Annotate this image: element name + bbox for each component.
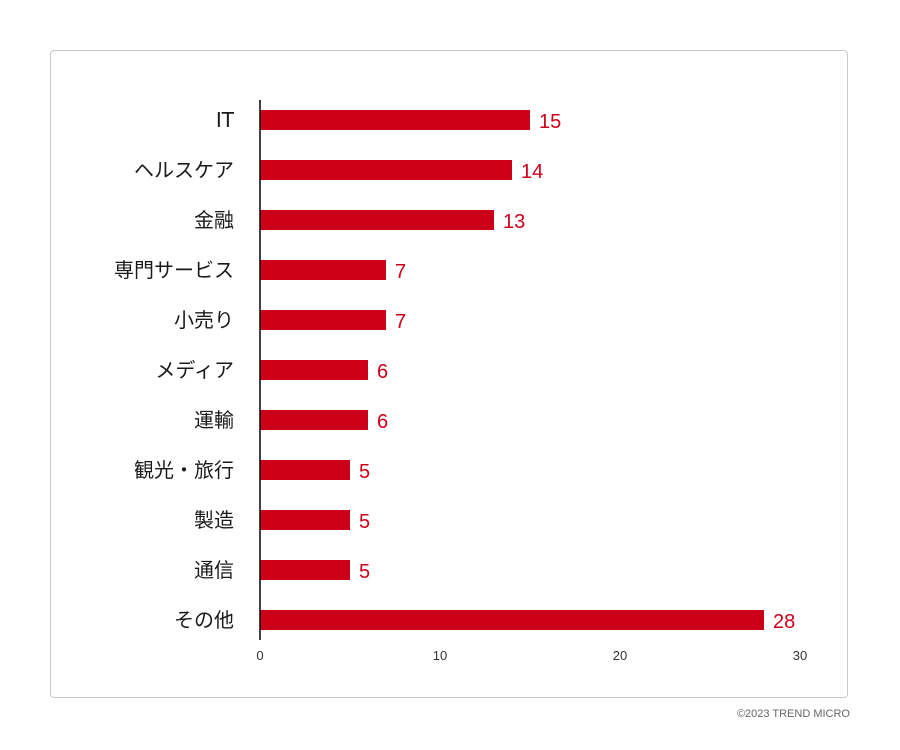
bar — [260, 410, 368, 430]
copyright-text: ©2023 TREND MICRO — [736, 708, 850, 720]
category-label: 専門サービス — [114, 258, 234, 282]
category-label: IT — [216, 108, 235, 132]
category-label: 運輸 — [194, 408, 234, 432]
value-label: 13 — [503, 211, 525, 233]
category-label: その他 — [174, 608, 234, 632]
bar — [260, 310, 386, 330]
value-label: 7 — [395, 311, 406, 333]
bar — [260, 560, 350, 580]
bar — [260, 260, 386, 280]
category-label: 観光・旅行 — [134, 458, 234, 482]
value-label: 15 — [539, 111, 561, 133]
value-label: 28 — [773, 611, 795, 633]
x-tick-label: 30 — [793, 648, 807, 663]
category-label: 通信 — [194, 558, 234, 582]
bar — [260, 360, 368, 380]
x-tick-label: 0 — [256, 648, 263, 663]
value-label: 5 — [359, 511, 370, 533]
value-label: 6 — [377, 361, 388, 383]
x-tick-label: 20 — [613, 648, 627, 663]
value-label: 6 — [377, 411, 388, 433]
value-label: 5 — [359, 461, 370, 483]
value-label: 14 — [521, 161, 543, 183]
bar — [260, 110, 530, 130]
bar — [260, 210, 494, 230]
bar — [260, 610, 764, 630]
value-label: 7 — [395, 261, 406, 283]
bar — [260, 510, 350, 530]
category-label: 製造 — [194, 508, 234, 532]
category-label: 小売り — [174, 308, 234, 332]
chart-frame — [50, 50, 848, 698]
value-label: 5 — [359, 561, 370, 583]
category-label: メディア — [155, 358, 234, 382]
category-label: ヘルスケア — [134, 158, 234, 182]
bar — [260, 460, 350, 480]
bar — [260, 160, 512, 180]
category-label: 金融 — [194, 208, 234, 232]
x-tick-label: 10 — [433, 648, 447, 663]
